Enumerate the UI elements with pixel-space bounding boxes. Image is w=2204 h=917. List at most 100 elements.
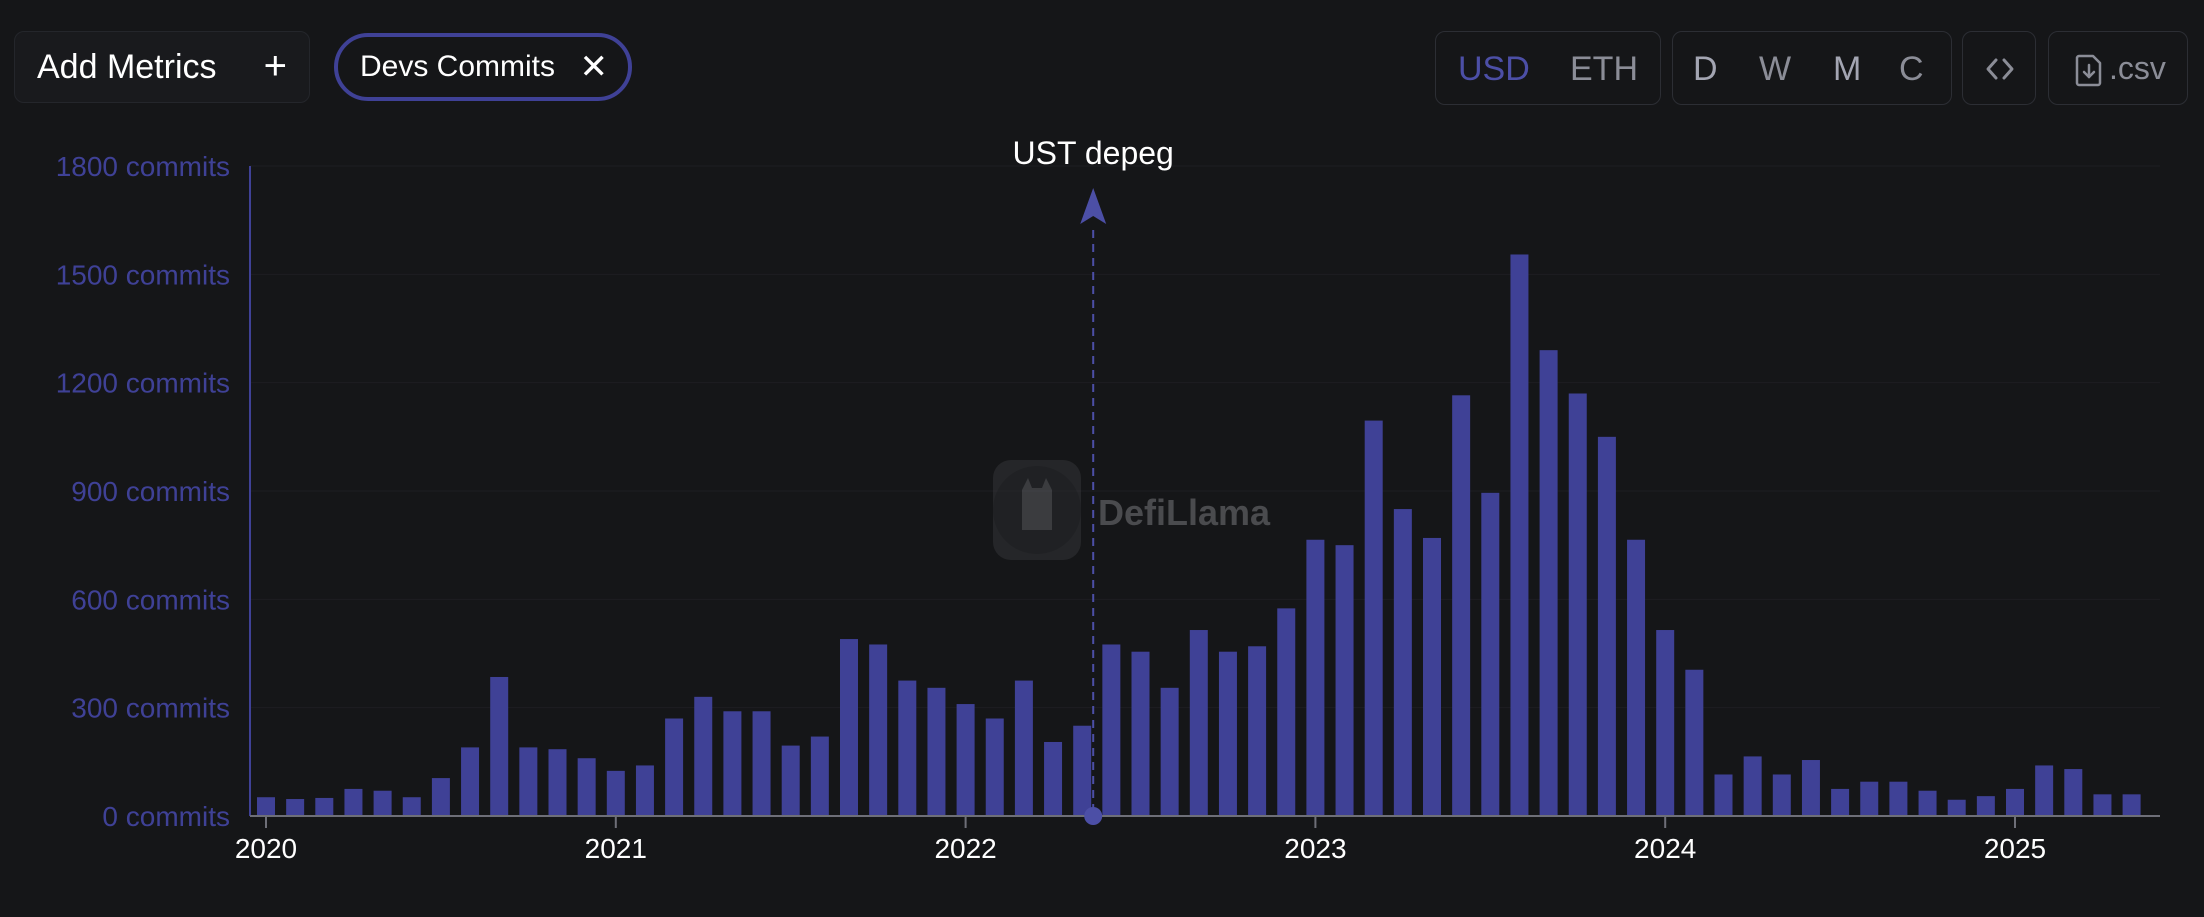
bar-2023-06[interactable] [1452,395,1471,816]
bar-2023-12[interactable] [1627,539,1646,816]
y-tick-label: 600 commits [71,584,230,615]
close-icon[interactable]: ✕ [579,48,609,86]
bar-2021-04[interactable] [694,696,713,816]
bar-2022-03[interactable] [1014,680,1033,816]
x-tick-label: 2024 [1634,833,1696,864]
metric-chip-devs-commits[interactable]: Devs Commits ✕ [334,33,632,101]
bar-2021-12[interactable] [927,687,946,816]
bar-2024-12[interactable] [1976,796,1995,816]
bar-2023-03[interactable] [1364,420,1383,816]
annotation-arrow-icon [1080,188,1107,224]
interval-m-button[interactable]: M [1833,50,1862,88]
bar-2022-11[interactable] [1248,646,1267,816]
annotation-label: UST depeg [1013,135,1174,171]
embed-button[interactable] [1962,31,2036,105]
currency-eth-button[interactable]: ETH [1570,50,1638,88]
bar-2023-07[interactable] [1481,492,1500,816]
bar-2020-12[interactable] [577,758,596,816]
download-csv-button[interactable]: .csv [2048,31,2188,105]
grid-lines [250,165,2160,709]
bar-2021-09[interactable] [840,639,858,816]
bar-2024-03[interactable] [1714,774,1733,816]
bar-2020-07[interactable] [431,778,450,816]
bar-2024-01[interactable] [1656,630,1675,816]
bar-2020-06[interactable] [402,797,421,816]
bar-2020-02[interactable] [286,799,305,816]
add-metrics-label: Add Metrics [37,47,217,86]
bar-2024-08[interactable] [1860,781,1879,816]
x-tick-label: 2020 [235,833,297,864]
bar-2023-09[interactable] [1539,350,1558,816]
bar-2023-05[interactable] [1423,537,1441,816]
bar-2020-10[interactable] [519,747,538,816]
interval-c-button[interactable]: C [1899,50,1924,88]
bar-2021-01[interactable] [606,770,625,816]
bar-2021-07[interactable] [781,745,800,816]
bar-2020-11[interactable] [548,749,567,816]
bar-2020-03[interactable] [315,797,334,816]
bar-2020-04[interactable] [344,788,363,816]
bar-2022-04[interactable] [1044,741,1063,816]
bar-2024-07[interactable] [1831,788,1850,816]
bar-2022-02[interactable] [985,718,1004,817]
bar-2022-07[interactable] [1131,651,1150,816]
bar-2024-05[interactable] [1772,774,1791,816]
defillama-logo-icon [993,460,1081,560]
watermark-text: DefiLlama [1098,492,1271,533]
bar-2023-11[interactable] [1597,436,1616,816]
annotation-marker[interactable] [1084,807,1103,825]
bar-2024-10[interactable] [1918,790,1937,816]
bar-2024-04[interactable] [1743,756,1762,816]
bar-2023-02[interactable] [1335,545,1354,816]
llama-icon [1022,478,1052,530]
bar-2025-03[interactable] [2064,769,2083,816]
toolbar: Add Metrics + Devs Commits ✕ USD ETH D W… [0,0,2204,110]
bar-2022-10[interactable] [1218,651,1237,816]
bar-2023-04[interactable] [1393,509,1412,816]
bar-2023-08[interactable] [1510,254,1529,816]
bar-2021-06[interactable] [752,711,771,816]
x-tick-label: 2021 [585,833,647,864]
chart-area: DefiLlama 0 commits 300 commits 600 commit… [0,110,2204,912]
devs-commits-chart: DefiLlama 0 commits 300 commits 600 commit… [56,135,2160,864]
bar-2025-04[interactable] [2093,794,2112,816]
bar-2020-09[interactable] [490,676,509,816]
bar-2022-12[interactable] [1277,608,1296,816]
bars [257,254,2141,816]
bar-2022-09[interactable] [1189,630,1208,816]
bar-2020-05[interactable] [373,790,392,816]
csv-label: .csv [2109,50,2166,86]
bar-2024-06[interactable] [1801,760,1820,816]
bar-2023-01[interactable] [1306,539,1325,816]
bar-2025-01[interactable] [2006,788,2024,816]
bar-2021-03[interactable] [665,718,684,817]
watermark: DefiLlama [993,460,1271,560]
y-tick-label: 1800 commits [56,151,230,182]
bar-2020-08[interactable] [461,747,480,816]
bar-2022-01[interactable] [956,704,975,816]
bar-2022-05[interactable] [1073,725,1092,816]
bar-2023-10[interactable] [1568,393,1587,817]
bar-2021-11[interactable] [898,680,917,816]
y-tick-label: 1200 commits [56,368,230,399]
bar-2021-10[interactable] [869,644,888,816]
x-tick-label: 2025 [1984,833,2046,864]
add-metrics-button[interactable]: Add Metrics + [14,31,310,103]
bar-2021-08[interactable] [810,736,829,816]
y-tick-label: 1500 commits [56,259,230,290]
bar-2025-05[interactable] [2122,794,2141,816]
bar-2024-11[interactable] [1947,799,1966,816]
bar-2020-01[interactable] [257,797,275,816]
interval-w-button[interactable]: W [1759,50,1792,88]
bar-2021-02[interactable] [635,765,654,816]
bar-2021-05[interactable] [723,711,742,816]
currency-usd-button[interactable]: USD [1458,50,1530,88]
bar-2024-09[interactable] [1889,781,1908,816]
bar-2024-02[interactable] [1685,669,1704,816]
plus-icon: + [263,44,287,88]
bar-2022-06[interactable] [1102,644,1121,816]
file-download-icon [2075,54,2102,87]
bar-2022-08[interactable] [1160,687,1179,816]
bar-2025-02[interactable] [2035,765,2054,816]
interval-d-button[interactable]: D [1693,50,1718,88]
